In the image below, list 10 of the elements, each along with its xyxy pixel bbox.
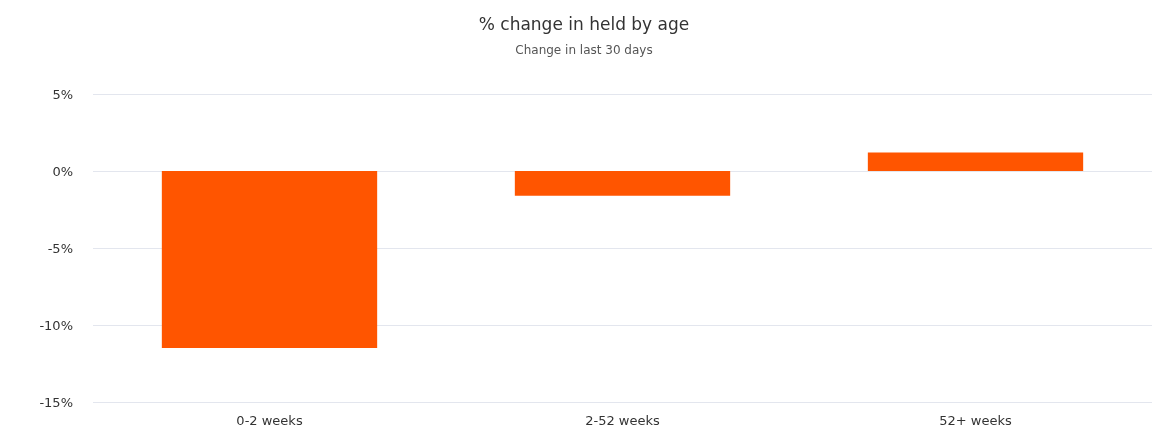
x-tick-label: 52+ weeks xyxy=(939,413,1012,428)
y-tick-label: 0% xyxy=(52,163,73,179)
chart-title: % change in held by age xyxy=(478,13,690,34)
x-tick-label: 2-52 weeks xyxy=(585,413,660,428)
y-tick-label: -15% xyxy=(39,394,73,410)
y-tick-label: -5% xyxy=(47,240,73,256)
y-tick-label: -10% xyxy=(39,317,73,333)
x-tick-label: 0-2 weeks xyxy=(236,413,303,428)
y-tick-label: 5% xyxy=(52,86,73,102)
chart-subtitle: Change in last 30 days xyxy=(515,43,653,57)
